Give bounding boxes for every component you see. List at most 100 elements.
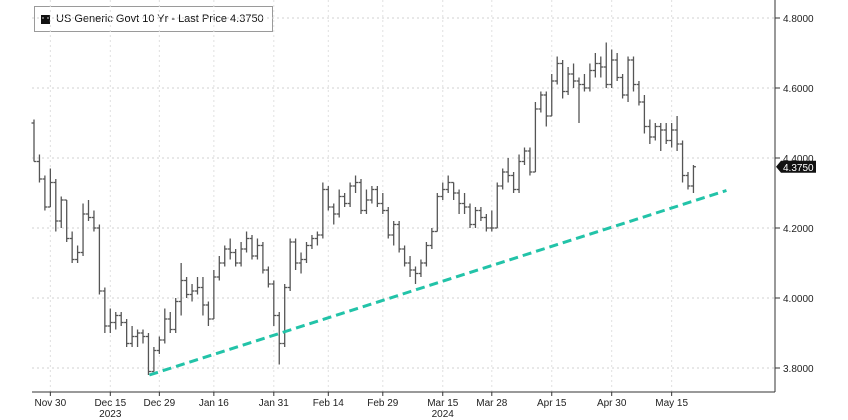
ohlc-bar: [429, 228, 435, 249]
ohlc-bar: [151, 347, 157, 373]
ohlc-bar: [565, 67, 571, 95]
y-tick-label: 4.0000: [783, 294, 814, 305]
ohlc-bar: [374, 186, 380, 207]
ohlc-bar: [456, 189, 462, 214]
ohlc-bar: [641, 95, 647, 134]
ohlc-bar: [211, 270, 217, 320]
ohlc-bar: [358, 179, 364, 214]
ohlc-bar: [254, 238, 260, 260]
x-tick-label: Jan 16: [199, 398, 229, 409]
ohlc-bar: [532, 102, 538, 173]
chart-legend: US Generic Govt 10 Yr - Last Price 4.375…: [34, 6, 273, 32]
ohlc-bar: [462, 193, 468, 214]
ohlc-bar: [145, 333, 151, 375]
ohlc-bar: [244, 231, 250, 253]
ohlc-bar: [336, 189, 342, 218]
ohlc-bar: [663, 123, 669, 144]
ohlc-bar: [571, 63, 577, 88]
x-tick-label: Mar 15: [427, 398, 459, 409]
ohlc-bar: [80, 203, 86, 256]
ohlc-bar: [516, 154, 522, 193]
ohlc-bar: [53, 179, 59, 232]
ohlc-bar: [413, 266, 418, 284]
trendline-group: [148, 189, 727, 377]
ohlc-bar: [353, 175, 359, 193]
last-price-label: 4.3750: [783, 163, 814, 174]
y-axis: 3.8000 4.0000 4.2000 4.4000 4.6000 4.8000: [774, 0, 814, 392]
ohlc-bar: [511, 172, 517, 193]
ohlc-bar: [685, 172, 691, 190]
x-tick-label: Feb 14: [313, 398, 345, 409]
ohlc-bar: [445, 175, 451, 193]
ohlc-bar: [69, 231, 75, 263]
ohlc-bar: [434, 193, 440, 233]
ohlc-bar: [592, 53, 598, 78]
ohlc-bar: [167, 312, 173, 333]
ohlc-bar: [287, 238, 293, 291]
y-tick-label: 4.4000: [783, 154, 814, 165]
x-tick-label: Feb 29: [367, 398, 399, 409]
ohlc-bar: [363, 189, 369, 214]
x-tick-label: May 15: [655, 398, 688, 409]
ohlc-bar: [609, 49, 615, 88]
ohlc-bar: [200, 277, 206, 316]
ohlc-bar: [625, 56, 631, 102]
ohlc-bar: [527, 147, 533, 176]
ohlc-bar: [690, 165, 696, 193]
y-tick-label: 3.8000: [783, 364, 814, 375]
ohlc-bar: [631, 56, 636, 92]
ohlc-bars: [31, 42, 696, 375]
ohlc-bar: [522, 147, 527, 165]
ohlc-bar: [135, 329, 141, 347]
ohlc-bar: [75, 245, 81, 263]
x-year-label: 2023: [99, 409, 122, 420]
ohlc-bar: [538, 91, 544, 113]
ohlc-bar: [603, 42, 609, 88]
ohlc-bar: [31, 119, 37, 163]
ohlc-bar: [64, 199, 70, 242]
ohlc-bar: [309, 235, 315, 249]
ohlc-bar: [669, 123, 675, 148]
ohlc-bar: [647, 119, 653, 144]
ohlc-bar: [423, 242, 429, 267]
y-tick-label: 4.2000: [783, 224, 814, 235]
last-price-marker: 4.3750: [776, 160, 816, 174]
last-price-box: [776, 160, 816, 173]
y-tick-label: 4.8000: [783, 14, 814, 25]
ohlc-bar: [576, 77, 582, 123]
ohlc-bar: [216, 256, 222, 281]
ohlc-bar: [331, 203, 337, 225]
ohlc-bar: [265, 266, 271, 288]
x-tick-label: Dec 29: [144, 398, 176, 409]
ohlc-bar: [407, 256, 413, 277]
ohlc-bar: [494, 182, 500, 229]
ohlc-bar: [233, 249, 239, 267]
ohlc-bar: [86, 200, 91, 221]
ohlc-bar: [325, 186, 331, 211]
ohlc-bar: [451, 181, 457, 200]
ohlc-bar: [505, 158, 511, 183]
ohlc-bar: [658, 123, 664, 151]
ohlc-bar: [489, 210, 495, 232]
ohlc-bar: [598, 56, 604, 78]
ohlc-bar: [314, 231, 320, 246]
ohlc-bar: [342, 193, 348, 207]
ohlc-bar: [620, 74, 626, 99]
ohlc-bar: [42, 175, 48, 211]
ohlc-bar: [249, 235, 255, 260]
ohlc-bar: [124, 319, 130, 347]
ohlc-bar: [369, 186, 375, 204]
ohlc-bar: [500, 168, 506, 190]
ohlc-bar: [238, 242, 244, 267]
ohlc-bar: [271, 280, 277, 326]
ohlc-bar: [483, 214, 489, 232]
legend-label: US Generic Govt 10 Yr - Last Price 4.375…: [56, 13, 264, 25]
ohlc-bar: [472, 207, 478, 228]
ohlc-bar: [140, 329, 146, 344]
trendline: [148, 189, 727, 377]
ohlc-bar: [227, 238, 233, 260]
ohlc-bar: [293, 238, 299, 270]
ohlc-bar: [549, 74, 555, 117]
ohlc-bar: [543, 91, 549, 127]
